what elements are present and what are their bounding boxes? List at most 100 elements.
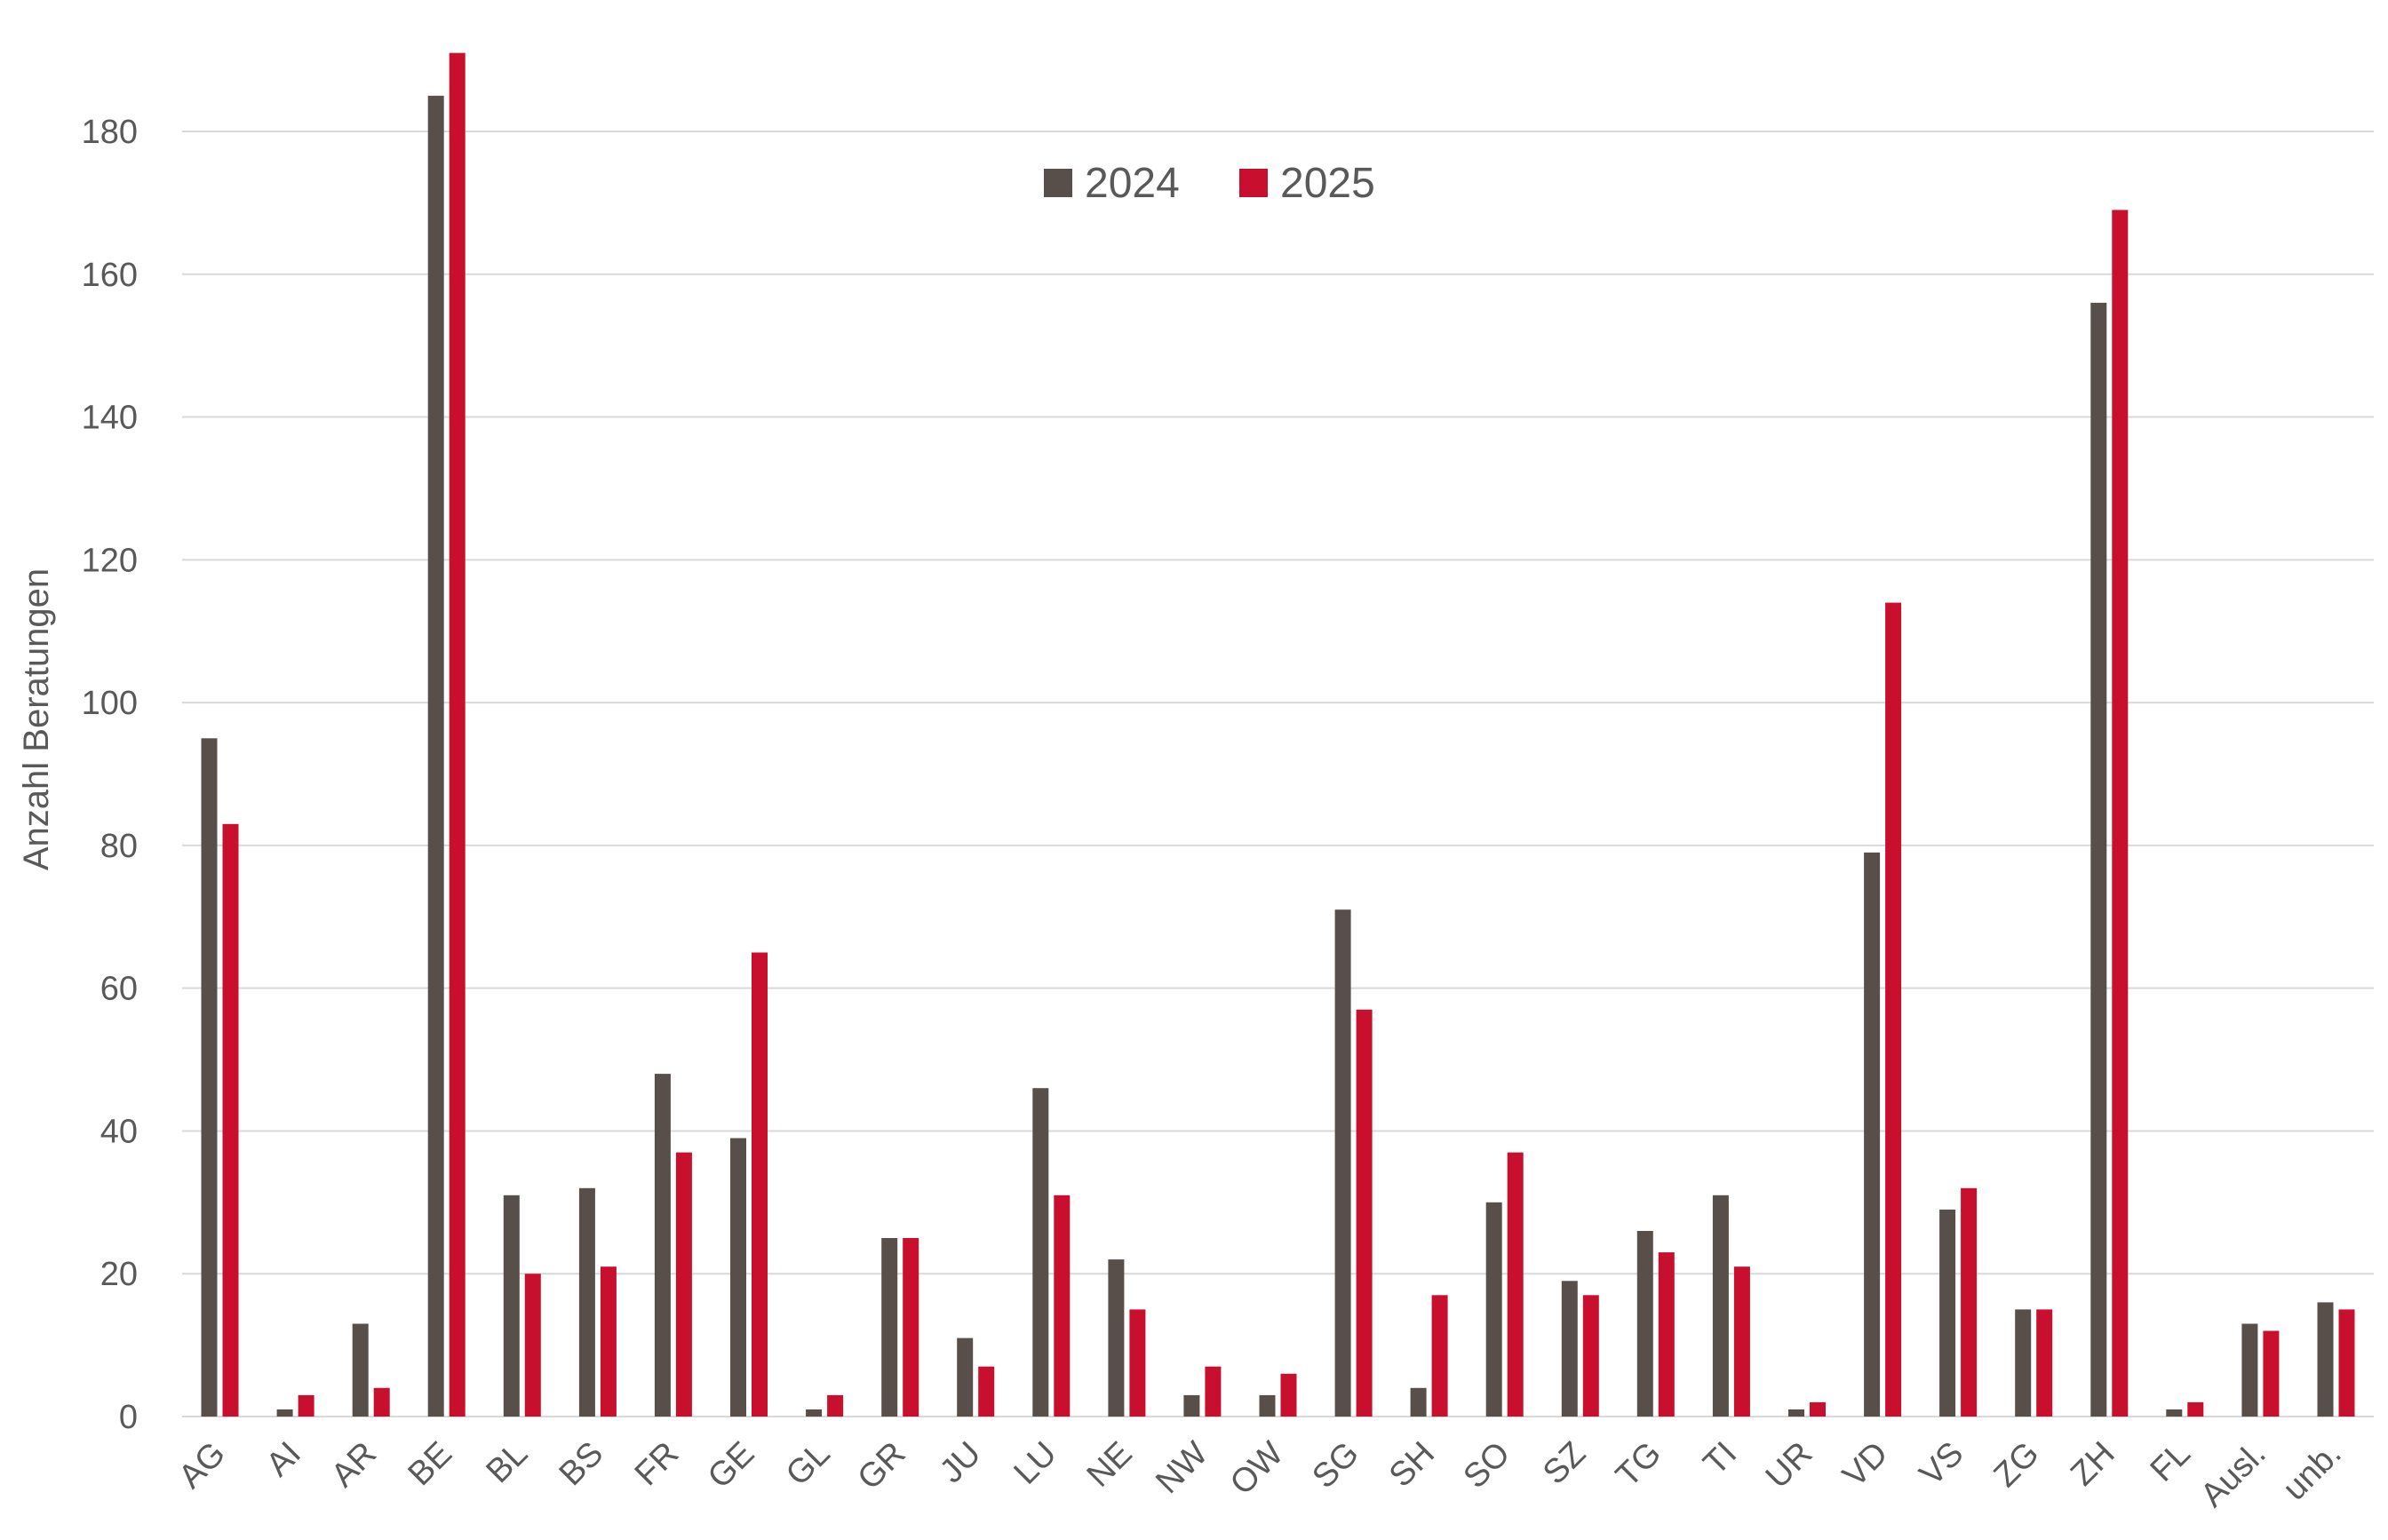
bar-2024-VD [1864,852,1881,1417]
bar-2024-SO [1485,1202,1502,1417]
y-tick-label: 40 [100,1113,138,1150]
bar-2024-BE [427,95,444,1417]
bar-2025-OW [1280,1373,1297,1417]
bar-2024-SH [1410,1387,1427,1417]
x-tick-label: JU [933,1435,989,1491]
bar-2025-SZ [1582,1295,1599,1417]
x-tick-label: UR [1759,1435,1820,1496]
bar-2025-FR [675,1152,692,1417]
x-tick-label: VD [1835,1435,1895,1495]
x-tick-label: unb. [2276,1435,2349,1508]
y-tick-label: 120 [82,542,138,579]
y-tick-label: 20 [100,1256,138,1293]
x-tick-label: BE [402,1435,460,1494]
bar-2025-AI [298,1394,314,1417]
bar-2025-ZG [2036,1309,2053,1417]
gridlines [182,131,2374,1417]
bar-2024-AI [276,1409,293,1417]
bar-2024-GL [806,1409,823,1417]
legend-swatch-2024 [1044,169,1072,197]
x-tick-label: SO [1457,1435,1518,1496]
x-tick-label: SG [1305,1435,1366,1496]
bar-2025-BL [524,1274,541,1417]
x-tick-label: Ausl. [2193,1435,2273,1514]
x-tick-label: FR [628,1435,687,1494]
bar-2024-ZG [2015,1309,2032,1417]
legend-label-2024: 2024 [1085,160,1180,207]
bar-2024-LU [1032,1088,1049,1417]
x-tick-label: SZ [1536,1435,1593,1492]
x-tick-label: GE [701,1435,762,1496]
bar-2025-SG [1356,1009,1373,1417]
bar-2025-TG [1658,1252,1675,1417]
bar-2024-SG [1334,909,1351,1417]
x-tick-label: AG [171,1435,233,1496]
legend: 2024 2025 [1044,160,1375,207]
bar-2024-AG [201,738,218,1417]
bar-2024-VS [1939,1209,1956,1417]
y-tick-label: 100 [82,685,138,722]
y-tick-label: 0 [119,1399,138,1436]
bar-2024-FL [2166,1409,2183,1417]
x-tick-label: GL [779,1435,838,1494]
bar-2024-Ausl. [2241,1323,2258,1417]
bar-2025-AG [222,823,239,1417]
bar-2025-NW [1205,1366,1222,1417]
bar-2024-TG [1636,1231,1653,1417]
bar-2025-SH [1431,1295,1448,1417]
bar-2025-NE [1129,1309,1146,1417]
bar-2025-BS [600,1266,617,1417]
bar-2025-JU [978,1366,995,1417]
x-tick-label: TG [1609,1435,1668,1495]
x-tick-label: ZG [1987,1435,2047,1495]
bar-2024-UR [1788,1409,1804,1417]
bar-2025-AR [373,1387,390,1417]
legend-swatch-2025 [1239,169,1268,197]
x-tick-label: OW [1223,1435,1291,1503]
bar-2024-GR [881,1238,898,1417]
bar-2025-FL [2187,1401,2204,1417]
y-tick-label: 60 [100,971,138,1008]
bar-2025-GR [903,1238,919,1417]
x-tick-label: AR [324,1435,384,1495]
bar-2024-FR [654,1074,671,1417]
x-axis-ticks: AG AI AR BE BL BS FR GE GL GR JU LU NE NW OW SG SH SO SZ TG… [171,1435,2348,1515]
bar-2025-Ausl. [2263,1330,2280,1417]
y-tick-label: 180 [82,114,138,151]
bar-2025-VD [1885,602,1902,1417]
bar-2024-TI [1712,1195,1729,1417]
x-tick-label: NW [1149,1435,1215,1502]
bar-2025-LU [1054,1195,1071,1417]
bar-2024-OW [1259,1394,1276,1417]
x-tick-label: ZH [2064,1435,2122,1494]
bar-2024-unb. [2317,1302,2334,1417]
bar-2024-BS [578,1187,595,1417]
x-tick-label: BL [480,1435,536,1491]
bar-2024-GE [730,1138,746,1417]
bar-2024-AR [352,1323,369,1417]
bar-2025-ZH [2112,210,2129,1417]
bar-2024-ZH [2090,302,2107,1417]
bars [201,52,2355,1417]
bar-2025-unb. [2338,1309,2355,1417]
bar-2025-BE [449,52,466,1417]
bar-2024-NE [1108,1259,1125,1417]
bar-2024-JU [957,1338,974,1417]
legend-label-2025: 2025 [1280,160,1375,207]
y-tick-label: 160 [82,257,138,294]
bar-2025-GL [827,1394,844,1417]
y-tick-label: 140 [82,400,138,437]
x-tick-label: NE [1080,1435,1140,1495]
x-tick-label: FL [2144,1435,2198,1489]
y-axis-ticks: 0 20 40 60 80 100 120 140 160 180 [82,114,138,1436]
x-tick-label: BS [553,1435,611,1494]
bar-2024-BL [503,1195,520,1417]
bar-2025-SO [1507,1152,1524,1417]
x-tick-label: LU [1007,1435,1064,1492]
bar-2025-GE [752,952,768,1417]
x-tick-label: TI [1697,1435,1745,1483]
bar-2024-SZ [1561,1281,1578,1417]
bar-2025-VS [1961,1187,1978,1417]
